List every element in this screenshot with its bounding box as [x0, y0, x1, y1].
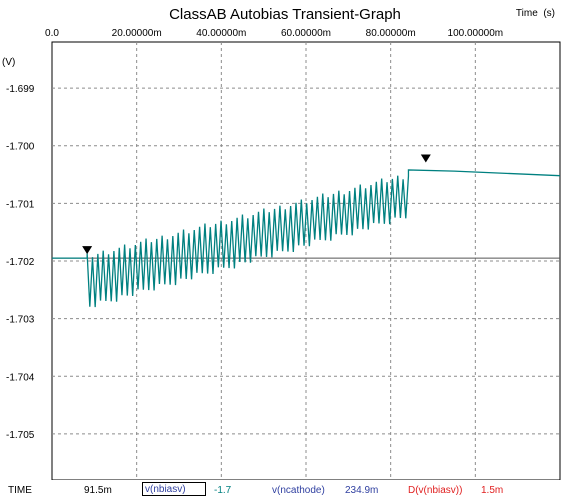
trace1-value: -1.7	[214, 485, 232, 496]
y-tick-label: -1.704	[6, 372, 35, 383]
y-tick-label: -1.699	[6, 84, 35, 95]
trace1-name-box[interactable]: v(nbiasv)	[142, 482, 206, 496]
time-value: 91.5m	[84, 485, 112, 496]
cursor-markers[interactable]	[82, 154, 431, 255]
y-tick-label: -1.701	[6, 199, 35, 210]
chart-title: ClassAB Autobias Transient-Graph	[169, 6, 401, 23]
x-tick-label: 80.00000m	[366, 28, 416, 39]
y-axis-label: (V)	[2, 57, 15, 68]
x-tick-label: 100.00000m	[448, 28, 504, 39]
trace2-value: 234.9m	[345, 485, 379, 496]
x-tick-label: 0.0	[45, 28, 59, 39]
cursor-marker[interactable]	[420, 154, 431, 163]
trace3-name[interactable]: D(v(nbiasv))	[408, 485, 463, 496]
x-tick-label: 20.00000m	[112, 28, 162, 39]
trace2-name[interactable]: v(ncathode)	[272, 485, 325, 496]
x-tick-label: 40.00000m	[196, 28, 246, 39]
y-tick-label: -1.700	[6, 142, 35, 153]
y-tick-label: -1.705	[6, 430, 35, 441]
status-bar: TIME 91.5m v(nbiasv) -1.7 v(ncathode) 23…	[0, 480, 563, 501]
trace3-value: 1.5m	[481, 485, 504, 496]
x-axis-label: Time (s)	[516, 8, 555, 19]
trace-v-nbiasv	[52, 169, 561, 308]
cursor-marker[interactable]	[82, 246, 93, 255]
tick-labels: 0.0 20.00000m 40.00000m 60.00000m 80.00000m 1…	[6, 28, 503, 441]
x-tick-label: 60.00000m	[281, 28, 331, 39]
y-tick-label: -1.702	[6, 257, 35, 268]
series-line	[52, 169, 561, 308]
transient-graph: ClassAB Autobias Transient-Graph Time (s…	[2, 6, 561, 480]
time-label: TIME	[8, 485, 32, 496]
y-tick-label: -1.703	[6, 315, 35, 326]
